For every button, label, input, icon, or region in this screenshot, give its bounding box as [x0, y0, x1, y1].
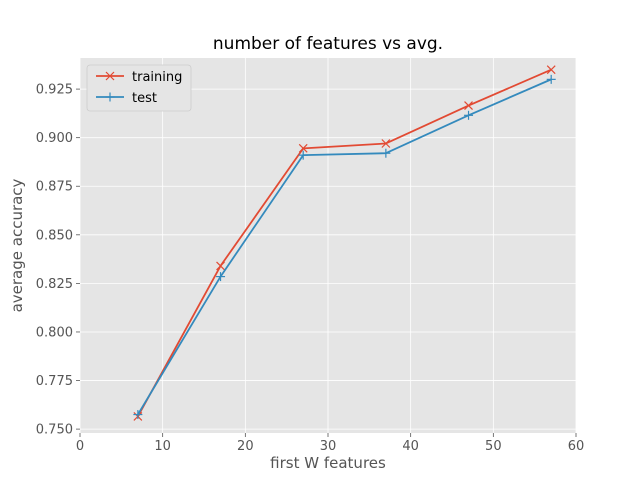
data-point-training	[298, 143, 308, 153]
legend-marker-test	[105, 92, 115, 102]
data-point-training	[381, 139, 391, 148]
legend-items	[96, 71, 124, 102]
y-axis-ticks: 0.750 0.775 0.800 0.825 0.850 0.875 0.900 0.925	[36, 83, 80, 438]
legend-label-test: test	[132, 91, 157, 106]
y-tick-label: 0.900	[36, 131, 73, 146]
data-point-test	[546, 74, 556, 84]
marker-stroke	[216, 261, 225, 271]
marker-stroke	[105, 71, 115, 81]
series-line-training	[137, 68, 552, 417]
y-tick-label: 0.875	[36, 180, 73, 195]
y-tick-label: 0.825	[36, 277, 73, 292]
data-point-test	[298, 150, 308, 160]
grid	[79, 58, 577, 433]
x-axis-ticks: 0 10 20 30 40 50 60	[76, 433, 584, 454]
x-tick-label: 40	[402, 439, 419, 454]
x-tick-label: 30	[320, 439, 337, 454]
y-tick-label: 0.750	[36, 423, 73, 438]
data-point-training	[464, 101, 473, 111]
x-tick-label: 0	[76, 439, 84, 454]
x-tick-label: 60	[568, 439, 585, 454]
marker-stroke	[381, 139, 391, 148]
x-tick-label: 10	[154, 439, 171, 454]
x-tick-label: 20	[237, 439, 254, 454]
y-axis-title: average accuracy	[8, 178, 26, 312]
x-tick-label: 50	[485, 439, 502, 454]
data-point-test	[381, 148, 391, 158]
series-group	[133, 65, 556, 421]
marker-stroke	[464, 101, 473, 111]
legend: training test	[86, 64, 192, 112]
y-tick-label: 0.925	[36, 83, 73, 98]
data-point-training	[216, 261, 225, 271]
chart-title: number of features vs avg.	[213, 34, 443, 54]
data-point-test	[133, 410, 143, 420]
x-axis-title: first W features	[270, 454, 386, 472]
series-line-test	[137, 78, 552, 416]
y-tick-label: 0.850	[36, 228, 73, 243]
data-point-test	[216, 272, 226, 282]
data-point-test	[464, 110, 474, 120]
legend-marker-training	[105, 71, 115, 81]
legend-label-training: training	[132, 70, 182, 85]
y-tick-label: 0.800	[36, 325, 73, 340]
marker-stroke	[546, 65, 556, 75]
marker-stroke	[298, 143, 308, 153]
y-tick-label: 0.775	[36, 374, 73, 389]
data-point-training	[546, 65, 556, 75]
